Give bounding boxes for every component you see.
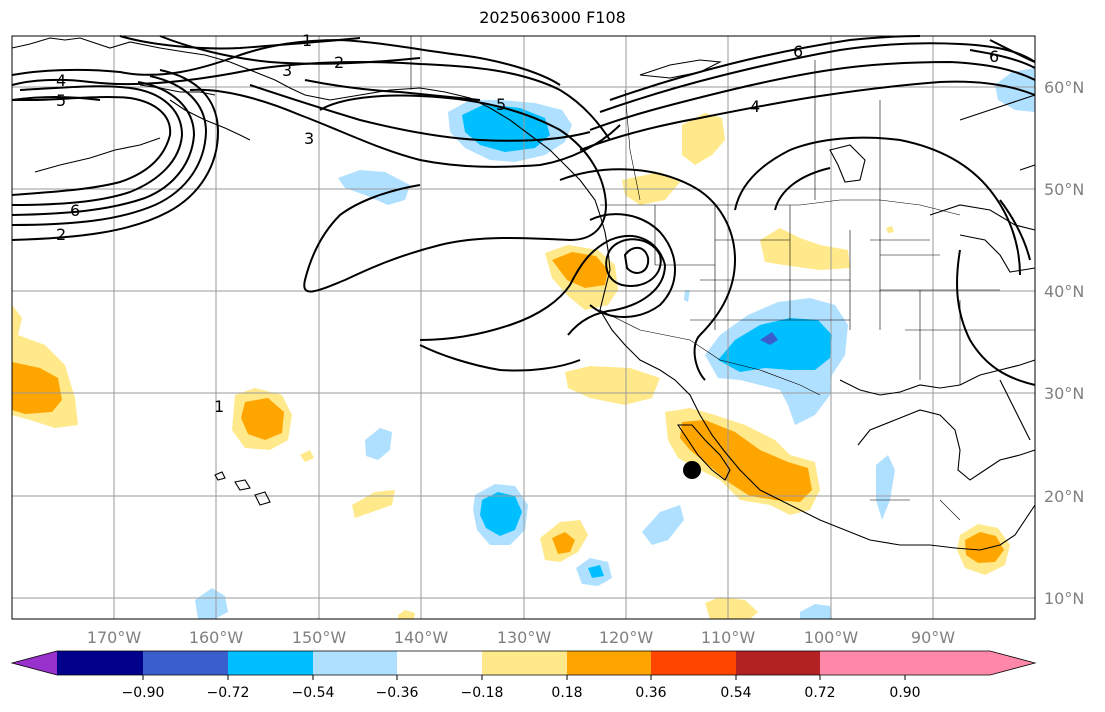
colorbar-segment <box>57 651 143 675</box>
lon-label: 150°W <box>292 628 347 647</box>
colorbar-segment <box>228 651 313 675</box>
colorbar-tick-label: 0.54 <box>720 685 751 701</box>
colorbar-tick-label: 0.18 <box>551 685 582 701</box>
map-frame <box>11 35 1036 620</box>
lon-label: 140°W <box>394 628 449 647</box>
longitude-labels: 170°W 160°W 150°W 140°W 130°W 120°W 110°… <box>87 628 955 647</box>
contour-label: 5 <box>56 91 66 110</box>
lon-label: 160°W <box>189 628 244 647</box>
contour-label: 6 <box>989 47 999 66</box>
colorbar-tick-label: −0.90 <box>122 685 165 701</box>
lon-label: 130°W <box>497 628 552 647</box>
contour-label: 3 <box>304 129 314 148</box>
contour-label: 4 <box>56 71 66 90</box>
lon-label: 120°W <box>599 628 654 647</box>
contour-label: 6 <box>70 201 80 220</box>
colorbar-extend-max <box>905 651 1035 675</box>
colorbar-segment <box>313 651 397 675</box>
colorbar-segment <box>482 651 567 675</box>
contour-label: 1 <box>302 31 312 50</box>
lon-label: 170°W <box>87 628 142 647</box>
latitude-labels: 60°N 50°N 40°N 30°N 20°N 10°N <box>1044 78 1084 608</box>
colorbar-segment <box>736 651 820 675</box>
contour-label: 2 <box>334 53 344 72</box>
colorbar-segment <box>397 651 482 675</box>
lat-label: 30°N <box>1044 384 1084 403</box>
lat-label: 10°N <box>1044 589 1084 608</box>
contour-label: 3 <box>282 61 292 80</box>
lon-label: 100°W <box>804 628 859 647</box>
colorbar-segment <box>820 651 905 675</box>
colorbar: −0.90 −0.72 −0.54 −0.36 −0.18 0.18 0.36 … <box>10 650 1037 701</box>
colorbar-ticks <box>142 675 906 680</box>
positive-anomaly-shading <box>12 113 1010 619</box>
colorbar-segment <box>651 651 736 675</box>
colorbar-tick-label: −0.72 <box>207 685 250 701</box>
contour-label: 6 <box>793 42 803 61</box>
colorbar-segment <box>567 651 651 675</box>
colorbar-tick-label: 0.36 <box>635 685 666 701</box>
colorbar-segment <box>143 651 228 675</box>
colorbar-tick-label: −0.18 <box>461 685 504 701</box>
contour-lines <box>11 35 1036 386</box>
lon-label: 90°W <box>911 628 955 647</box>
contour-label: 1 <box>214 397 224 416</box>
colorbar-extend-min <box>12 651 57 675</box>
contour-label: 5 <box>496 95 506 114</box>
lat-label: 20°N <box>1044 487 1084 506</box>
storm-position-marker <box>683 461 701 479</box>
map-title: 2025063000 F108 <box>479 8 626 27</box>
lat-label: 60°N <box>1044 78 1084 97</box>
contour-labels: 1 2 3 4 5 6 3 5 4 6 6 2 1 <box>56 31 999 416</box>
contour-label: 2 <box>56 225 66 244</box>
contour-label: 4 <box>750 97 760 116</box>
colorbar-tick-label: 0.72 <box>804 685 835 701</box>
lat-label: 50°N <box>1044 180 1084 199</box>
colorbar-tick-label: 0.90 <box>889 685 920 701</box>
lat-label: 40°N <box>1044 282 1084 301</box>
political-borders <box>410 36 1035 521</box>
colorbar-tick-label: −0.36 <box>376 685 419 701</box>
colorbar-tick-label: −0.54 <box>292 685 335 701</box>
lon-label: 110°W <box>701 628 756 647</box>
